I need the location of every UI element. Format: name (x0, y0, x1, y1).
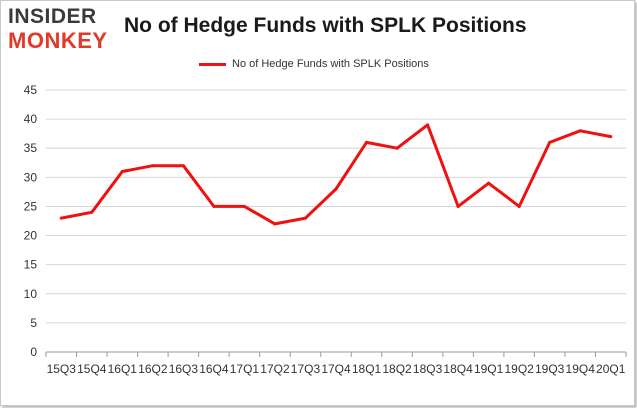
data-point (365, 140, 369, 144)
y-tick-label: 5 (30, 316, 37, 330)
x-tick-label: 16Q3 (169, 362, 199, 376)
data-point (517, 204, 521, 208)
y-tick-label: 15 (24, 258, 38, 272)
x-tick-label: 16Q1 (108, 362, 138, 376)
y-tick-label: 20 (24, 229, 38, 243)
y-tick-label: 40 (24, 112, 38, 126)
y-tick-label: 30 (24, 170, 38, 184)
data-point (59, 216, 63, 220)
chart-title: No of Hedge Funds with SPLK Positions (124, 14, 527, 37)
data-point (90, 210, 94, 214)
data-point (334, 187, 338, 191)
x-tick-label: 17Q3 (291, 362, 321, 376)
data-point (120, 170, 124, 174)
x-tick-label: 16Q2 (138, 362, 168, 376)
x-tick-label: 17Q1 (230, 362, 260, 376)
data-point (151, 164, 155, 168)
x-tick-label: 19Q2 (504, 362, 534, 376)
data-point (426, 123, 430, 127)
series-line-0 (59, 123, 613, 226)
x-tick-label: 18Q2 (382, 362, 412, 376)
data-point (456, 204, 460, 208)
y-tick-label: 10 (24, 287, 38, 301)
y-tick-label: 45 (24, 83, 38, 97)
data-point (181, 164, 185, 168)
data-point (242, 204, 246, 208)
y-tick-label: 0 (30, 345, 37, 359)
legend: No of Hedge Funds with SPLK Positions (199, 57, 429, 71)
x-tick-label: 17Q4 (321, 362, 351, 376)
x-tick-label: 15Q4 (77, 362, 107, 376)
y-tick-label: 35 (24, 141, 38, 155)
logo-line-1: INSIDER (8, 5, 97, 28)
x-tick-label: 20Q1 (596, 362, 626, 376)
y-tick-label: 25 (24, 199, 38, 213)
data-point (303, 216, 307, 220)
x-tick-label: 19Q3 (535, 362, 565, 376)
data-point (273, 222, 277, 226)
data-point (395, 146, 399, 150)
insider-monkey-logo: INSIDER MONKEY (8, 6, 118, 54)
x-tick-label: 16Q4 (199, 362, 229, 376)
x-tick-label: 19Q4 (566, 362, 596, 376)
data-point (609, 135, 613, 139)
x-tick-label: 18Q3 (413, 362, 443, 376)
data-point (212, 204, 216, 208)
legend-label: No of Hedge Funds with SPLK Positions (232, 58, 429, 70)
data-point (578, 129, 582, 133)
x-tick-label: 18Q4 (443, 362, 473, 376)
logo-line-2: MONKEY (8, 28, 108, 53)
data-point (487, 181, 491, 185)
x-tick-label: 18Q1 (352, 362, 382, 376)
legend-swatch (199, 62, 226, 66)
x-tick-label: 15Q3 (47, 362, 77, 376)
x-tick-label: 17Q2 (260, 362, 290, 376)
x-tick-label: 19Q1 (474, 362, 504, 376)
data-point (548, 140, 552, 144)
